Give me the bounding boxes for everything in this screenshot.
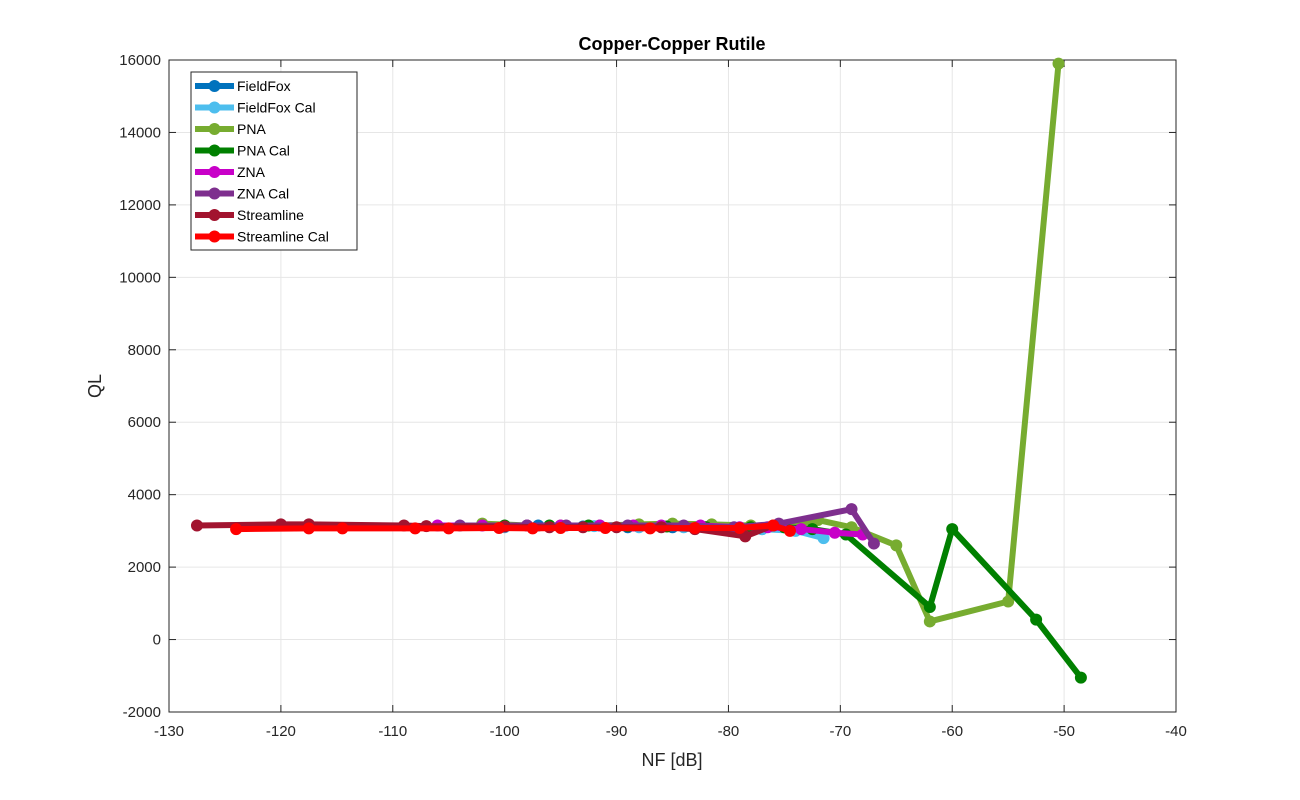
x-tick-label: -90 bbox=[606, 723, 628, 740]
legend-marker-streamline-cal bbox=[208, 230, 221, 243]
y-tick-label: -2000 bbox=[123, 704, 161, 721]
data-point-pna-cal bbox=[923, 600, 936, 613]
y-axis-label: QL bbox=[85, 374, 105, 398]
data-point-zna-cal bbox=[845, 503, 858, 516]
chart-title: Copper-Copper Rutile bbox=[579, 34, 766, 54]
legend-marker-pna bbox=[208, 123, 221, 135]
data-point-streamline-cal bbox=[409, 522, 422, 535]
data-point-pna bbox=[1002, 595, 1015, 608]
legend-marker-pna-cal bbox=[208, 144, 221, 157]
legend-box bbox=[190, 71, 358, 251]
legend-label-zna-cal: ZNA Cal bbox=[237, 186, 289, 202]
legend-label-streamline-cal: Streamline Cal bbox=[237, 229, 329, 245]
x-tick-label: -60 bbox=[941, 723, 963, 740]
y-tick-label: 10000 bbox=[119, 269, 161, 286]
data-point-streamline-cal bbox=[526, 522, 539, 535]
legend-marker-zna-cal bbox=[208, 187, 221, 200]
x-tick-label: -100 bbox=[490, 723, 520, 740]
data-point-streamline bbox=[190, 519, 203, 532]
legend-marker-fieldfox bbox=[208, 80, 221, 92]
y-tick-label: 16000 bbox=[119, 52, 161, 69]
data-point-streamline-cal bbox=[302, 522, 315, 535]
series-streamline-cal bbox=[230, 519, 796, 537]
y-tick-label: 2000 bbox=[128, 559, 161, 576]
data-point-streamline-cal bbox=[783, 524, 796, 537]
x-tick-label: -50 bbox=[1053, 723, 1075, 740]
series-group bbox=[190, 57, 1087, 684]
data-point-zna bbox=[795, 523, 808, 536]
data-point-streamline-cal bbox=[599, 521, 612, 534]
plot-frame bbox=[168, 59, 1177, 713]
data-point-zna-cal bbox=[867, 537, 880, 550]
legend-label-zna: ZNA bbox=[237, 164, 266, 180]
legend-marker-fieldfox-cal bbox=[208, 101, 221, 114]
data-point-streamline-cal bbox=[644, 522, 657, 535]
x-axis-label: NF [dB] bbox=[641, 750, 702, 770]
data-point-streamline-cal bbox=[554, 521, 567, 534]
data-point-streamline-cal bbox=[336, 522, 349, 535]
data-point-pna bbox=[890, 539, 903, 552]
axis-ticks: -130 -120 -110 -100 -90 -80 -70 -60 -50 -40 -2000 0… bbox=[119, 52, 1187, 740]
legend-marker-zna bbox=[208, 166, 221, 178]
data-point-zna bbox=[828, 526, 841, 539]
x-tick-label: -40 bbox=[1165, 723, 1187, 740]
data-point-streamline-cal bbox=[230, 523, 243, 536]
data-point-pna-cal bbox=[1074, 671, 1087, 684]
data-point-pna-cal bbox=[1030, 613, 1043, 626]
legend-label-fieldfox: FieldFox bbox=[237, 78, 291, 94]
data-point-streamline-cal bbox=[733, 521, 746, 534]
x-tick-label: -120 bbox=[266, 723, 296, 740]
legend-label-pna-cal: PNA Cal bbox=[237, 143, 290, 159]
data-point-streamline-cal bbox=[442, 522, 455, 535]
data-point-streamline-cal bbox=[767, 519, 780, 532]
data-point-fieldfox-cal bbox=[817, 532, 830, 545]
legend-label-pna: PNA bbox=[237, 121, 266, 137]
data-point-pna bbox=[923, 615, 936, 628]
x-tick-label: -80 bbox=[718, 723, 740, 740]
legend: FieldFox FieldFox Cal PNA PNA Cal ZNA ZNA Cal… bbox=[190, 71, 358, 251]
grid bbox=[169, 60, 1176, 712]
y-tick-label: 14000 bbox=[119, 124, 161, 141]
legend-label-streamline: Streamline bbox=[237, 207, 304, 223]
legend-label-fieldfox-cal: FieldFox Cal bbox=[237, 100, 316, 116]
series-line-streamline-cal bbox=[233, 522, 793, 534]
x-tick-label: -110 bbox=[378, 723, 407, 740]
x-tick-label: -70 bbox=[829, 723, 851, 740]
y-tick-label: 4000 bbox=[128, 487, 161, 504]
y-tick-label: 12000 bbox=[119, 197, 161, 214]
data-point-streamline-cal bbox=[493, 521, 506, 534]
y-tick-label: 8000 bbox=[128, 342, 161, 359]
data-point-pna bbox=[1052, 57, 1065, 70]
data-point-pna-cal bbox=[946, 523, 959, 536]
y-tick-label: 0 bbox=[153, 632, 161, 649]
y-tick-label: 6000 bbox=[128, 414, 161, 431]
x-tick-label: -130 bbox=[154, 723, 184, 740]
legend-marker-streamline bbox=[208, 209, 221, 221]
data-point-streamline-cal bbox=[688, 521, 701, 534]
